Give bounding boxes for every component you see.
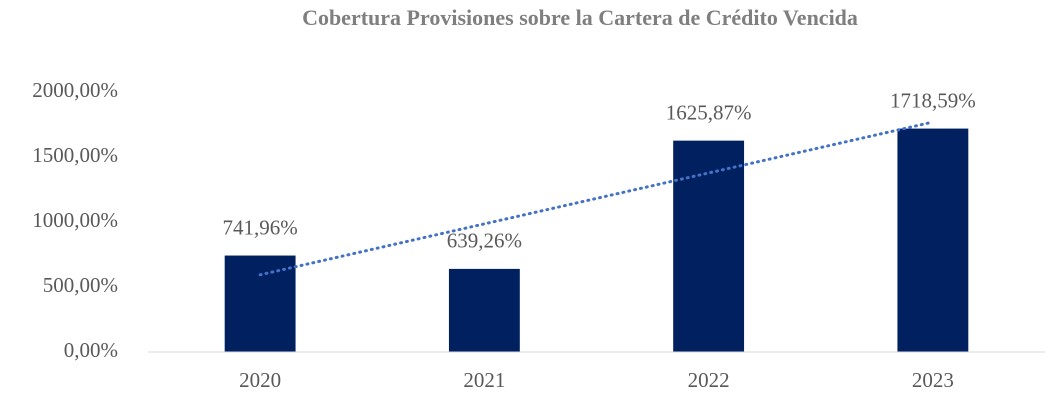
y-tick-label: 1000,00%: [32, 208, 118, 232]
bar: [897, 128, 969, 352]
bar: [224, 255, 296, 352]
bar: [448, 268, 520, 352]
x-tick-label: 2023: [912, 368, 954, 392]
x-tick-label: 2020: [239, 368, 281, 392]
bar: [673, 140, 745, 352]
data-label: 639,26%: [447, 229, 522, 253]
data-label: 1718,59%: [890, 88, 976, 112]
chart-title: Cobertura Provisiones sobre la Cartera d…: [302, 5, 858, 30]
y-tick-label: 1500,00%: [32, 143, 118, 167]
x-tick-label: 2021: [463, 368, 505, 392]
x-tick-label: 2022: [688, 368, 730, 392]
y-tick-label: 0,00%: [64, 338, 118, 362]
y-tick-label: 2000,00%: [32, 78, 118, 102]
data-label: 741,96%: [223, 215, 298, 239]
data-label: 1625,87%: [666, 100, 752, 124]
trendline: [258, 120, 935, 277]
y-tick-label: 500,00%: [43, 273, 118, 297]
